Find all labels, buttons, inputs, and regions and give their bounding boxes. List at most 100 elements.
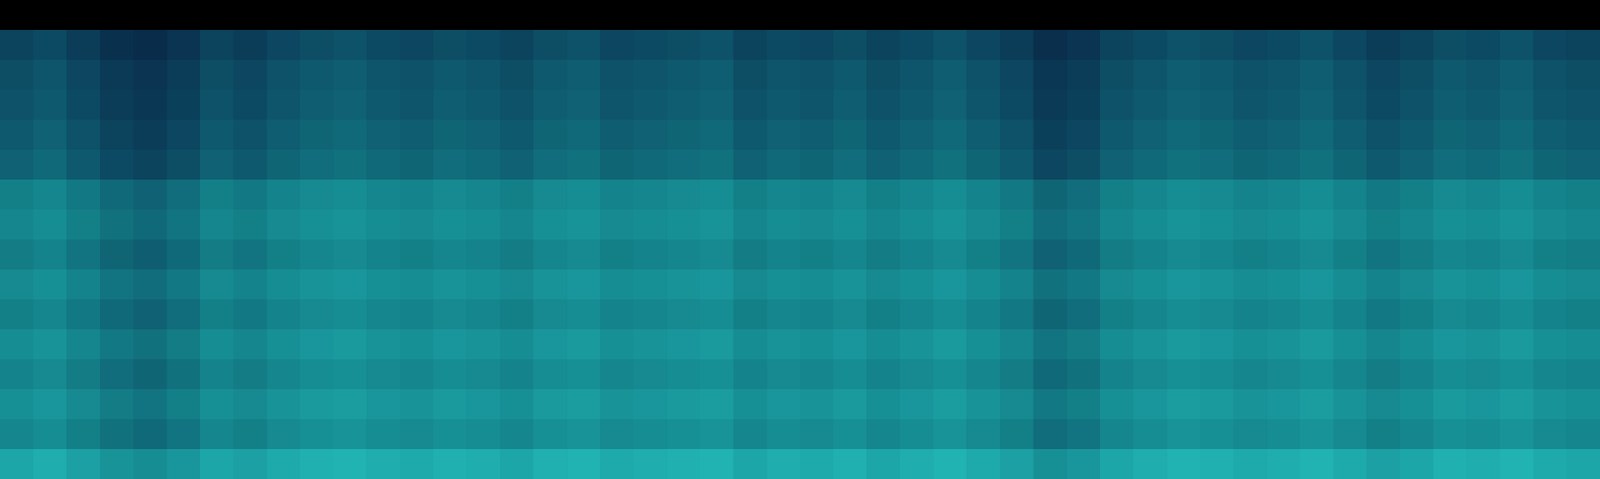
cell — [1033, 29, 1068, 61]
cell — [166, 149, 200, 181]
cell — [1166, 119, 1200, 151]
cell — [1266, 358, 1300, 390]
cell — [566, 448, 600, 479]
cell — [66, 299, 100, 330]
cell — [733, 239, 768, 271]
cell — [1033, 388, 1068, 420]
cell — [233, 388, 268, 420]
cell — [200, 358, 234, 390]
cell — [1466, 0, 1500, 31]
cell — [700, 29, 734, 61]
cell — [433, 299, 468, 330]
cell — [66, 119, 100, 151]
cell — [933, 149, 968, 181]
cell — [1166, 358, 1200, 390]
cell — [800, 0, 834, 31]
cell — [33, 388, 68, 420]
cell — [566, 29, 600, 61]
cell — [466, 328, 500, 360]
cell — [833, 149, 868, 181]
cell — [333, 179, 368, 211]
cell — [1400, 149, 1434, 181]
cell — [1066, 149, 1100, 181]
cell — [533, 328, 568, 360]
cell — [0, 0, 34, 31]
cell — [1433, 328, 1468, 360]
cell — [900, 448, 934, 479]
cell — [366, 119, 400, 151]
cell — [1566, 299, 1600, 330]
cell — [1533, 179, 1568, 211]
cell — [866, 269, 900, 300]
cell — [1333, 269, 1368, 300]
cell — [1300, 299, 1334, 330]
cell — [533, 29, 568, 61]
cell — [533, 448, 568, 479]
cell — [1000, 239, 1034, 271]
cell — [1166, 0, 1200, 31]
cell — [466, 448, 500, 479]
cell — [1000, 0, 1034, 31]
cell — [1266, 418, 1300, 450]
cell — [1200, 299, 1234, 330]
cell — [966, 328, 1000, 360]
cell — [433, 328, 468, 360]
background — [0, 0, 1600, 479]
cell — [1233, 0, 1268, 31]
cell — [166, 269, 200, 300]
cell — [1333, 59, 1368, 91]
cell — [1366, 209, 1400, 241]
cell — [700, 209, 734, 241]
cell — [1333, 388, 1368, 420]
cell — [1233, 179, 1268, 211]
cell — [900, 299, 934, 330]
cell — [400, 149, 434, 181]
cell — [733, 299, 768, 330]
cell — [1366, 418, 1400, 450]
cell — [1033, 328, 1068, 360]
cells — [0, 0, 1600, 479]
cell — [1133, 388, 1168, 420]
cell — [1266, 149, 1300, 181]
cell — [666, 89, 700, 121]
cell — [66, 418, 100, 450]
cell — [133, 149, 168, 181]
cell — [900, 239, 934, 271]
cell — [666, 59, 700, 91]
cell — [933, 29, 968, 61]
cell — [1500, 358, 1534, 390]
cell — [1400, 388, 1434, 420]
cell — [1466, 358, 1500, 390]
cell — [1566, 209, 1600, 241]
cell — [566, 149, 600, 181]
cell — [1166, 418, 1200, 450]
cell — [1066, 418, 1100, 450]
cell — [1533, 388, 1568, 420]
cell — [1133, 209, 1168, 241]
cell — [566, 269, 600, 300]
cell — [433, 418, 468, 450]
cell — [233, 59, 268, 91]
cell — [1200, 29, 1234, 61]
cell — [633, 209, 668, 241]
cell — [1500, 239, 1534, 271]
cell — [1566, 0, 1600, 31]
cell — [466, 209, 500, 241]
cell — [1200, 89, 1234, 121]
cell — [333, 0, 368, 31]
cell — [566, 299, 600, 330]
cell — [1433, 0, 1468, 31]
cell — [1300, 209, 1334, 241]
cell — [233, 299, 268, 330]
cell — [33, 89, 68, 121]
cell — [900, 209, 934, 241]
cell — [333, 59, 368, 91]
cell — [133, 89, 168, 121]
cell — [200, 59, 234, 91]
cell — [1233, 388, 1268, 420]
cell — [433, 149, 468, 181]
cell — [633, 328, 668, 360]
cell — [866, 89, 900, 121]
cell — [866, 299, 900, 330]
cell — [566, 358, 600, 390]
